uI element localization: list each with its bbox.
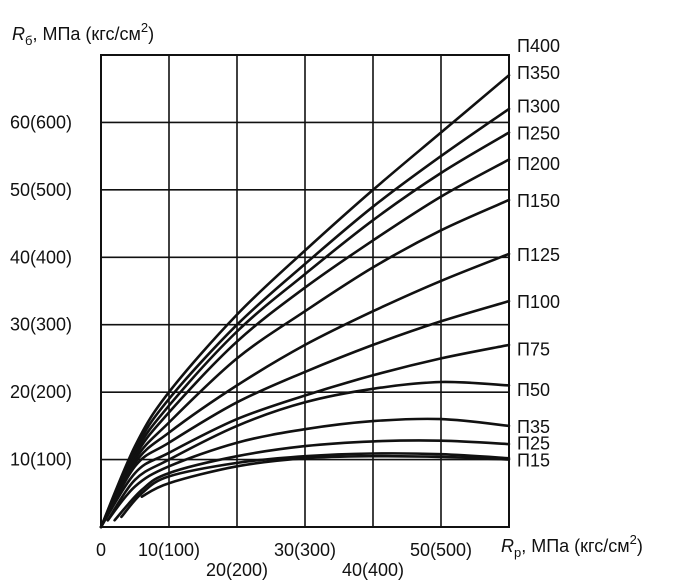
y-tick-label-20: 20(200) [10,382,72,402]
y-axis-close: ) [148,24,154,44]
series-label-п150: П150 [517,191,560,211]
y-tick-label-40: 40(400) [10,247,72,267]
y-tick-label-60: 60(600) [10,112,72,132]
series-line-п75 [106,380,511,522]
x-tick-labels: 0 10(100) 20(200) 30(300) 40(400) 50(500) [96,540,472,580]
x-tick-label-50: 50(500) [410,540,472,560]
y-tick-label-30: 30(300) [10,315,72,335]
series-label-п15: П15 [517,451,550,471]
plot-frame [100,54,510,528]
series-label-п100: П100 [517,292,560,312]
series-label-п50: П50 [517,380,550,400]
series-label-п25: П25 [517,434,550,454]
y-axis-superscript: 2 [141,20,148,35]
series-label-п75: П75 [517,339,550,359]
series-labels: П400 П350 П300 П250 П200 П150 П125 П100 П75 П50 П3… [517,36,560,471]
x-tick-label-40: 40(400) [342,560,404,580]
y-axis-subscript: б [25,33,32,48]
x-tick-label-30: 30(300) [274,540,336,560]
y-axis-title: Rб, МПа (кгс/см2) [12,20,154,48]
x-axis-symbol: R [501,536,514,556]
series-line-п200 [99,198,511,529]
series-line-п350 [99,107,511,529]
series-label-п350: П350 [517,63,560,83]
y-axis-unit: , МПа (кгс/см [32,24,140,44]
x-tick-label-0: 0 [96,540,106,560]
series-line-п400 [99,73,511,529]
x-axis-unit: , МПа (кгс/см [521,536,629,556]
x-axis-close: ) [637,536,643,556]
y-tick-label-50: 50(500) [10,180,72,200]
series-line-п35 [113,439,511,522]
x-axis-title: Rр, МПа (кгс/см2) [501,532,643,560]
series-label-п300: П300 [517,97,560,117]
y-tick-label-10: 10(100) [10,450,72,470]
y-axis-symbol: R [12,24,25,44]
x-tick-label-20: 20(200) [206,560,268,580]
series-line-п15 [140,454,511,498]
series-line-п25 [120,452,511,519]
x-axis-superscript: 2 [630,532,637,547]
series-line-п125 [99,299,511,529]
series-line-п100 [99,343,511,529]
y-tick-labels: 10(100) 20(200) 30(300) 40(400) 50(500) 60(60… [10,112,72,469]
x-tick-label-10: 10(100) [138,540,200,560]
series-line-п250 [99,158,511,529]
curve-layer [99,73,511,529]
series-label-п35: П35 [517,417,550,437]
series-label-п250: П250 [517,124,560,144]
series-line-п300 [99,131,511,529]
series-label-п125: П125 [517,245,560,265]
series-label-п200: П200 [517,154,560,174]
x-axis-subscript: р [514,545,521,560]
series-label-п400: П400 [517,36,560,56]
series-line-п150 [99,252,511,529]
series-line-п50 [106,417,511,522]
